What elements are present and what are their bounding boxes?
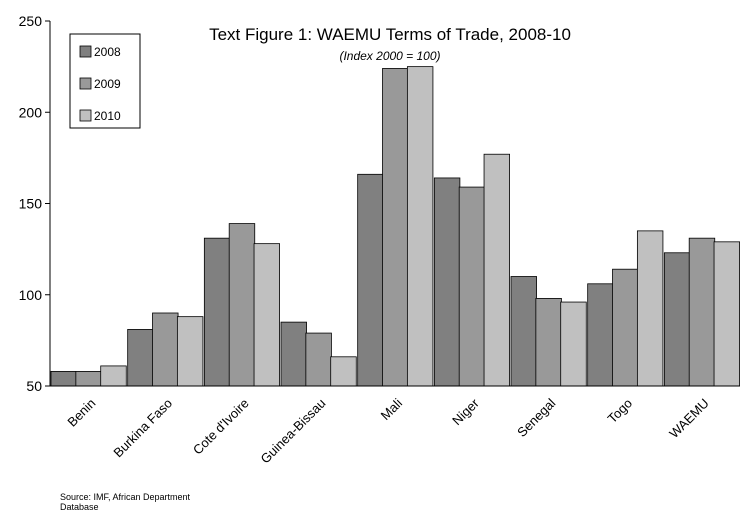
y-tick-label: 250 <box>19 13 43 29</box>
bar <box>203 237 231 387</box>
legend-label: 2008 <box>94 45 121 59</box>
source-note: Source: IMF, African Department Database <box>60 492 191 512</box>
legend-label: 2009 <box>94 77 121 91</box>
bar <box>510 276 537 387</box>
bar <box>406 66 434 387</box>
y-tick-label: 50 <box>26 378 42 394</box>
bar <box>713 241 740 387</box>
x-tick-label: Mali <box>378 395 406 423</box>
legend-swatch <box>79 45 92 58</box>
x-tick-label: Togo <box>605 396 636 427</box>
bar <box>587 283 614 387</box>
bar <box>100 365 127 387</box>
y-tick-label: 150 <box>19 196 43 212</box>
bar <box>253 243 281 387</box>
bar <box>433 177 461 387</box>
legend-label: 2010 <box>94 109 121 123</box>
legend-swatch <box>79 77 92 90</box>
bar <box>152 312 179 387</box>
chart-subtitle: (Index 2000 = 100) <box>339 49 440 63</box>
bar <box>280 321 307 387</box>
bar <box>127 329 154 387</box>
y-tick-label: 100 <box>19 287 43 303</box>
bar <box>663 252 691 387</box>
bar <box>458 186 486 387</box>
chart-title: Text Figure 1: WAEMU Terms of Trade, 200… <box>209 25 571 44</box>
bar <box>330 356 357 387</box>
x-tick-label: Niger <box>449 395 482 428</box>
bar <box>636 230 664 387</box>
x-tick-label: Guinea-Bissau <box>258 396 329 467</box>
bar <box>176 316 204 387</box>
x-tick-label: WAEMU <box>666 396 712 442</box>
bar <box>612 268 639 387</box>
bar <box>75 370 102 387</box>
bar <box>305 332 332 387</box>
bar <box>382 68 409 387</box>
y-tick-label: 200 <box>19 104 43 120</box>
x-tick-label: Cote d'Ivoire <box>190 396 252 458</box>
bar <box>50 370 77 387</box>
x-tick-label: Senegal <box>514 395 558 439</box>
x-tick-label: Burkina Faso <box>110 396 175 461</box>
bar <box>535 297 562 387</box>
bar <box>688 237 716 387</box>
x-tick-label: Benin <box>64 396 98 430</box>
legend-swatch <box>79 109 92 122</box>
bar <box>483 153 510 387</box>
bar <box>560 301 587 387</box>
bar <box>228 223 256 387</box>
bar <box>357 173 384 387</box>
